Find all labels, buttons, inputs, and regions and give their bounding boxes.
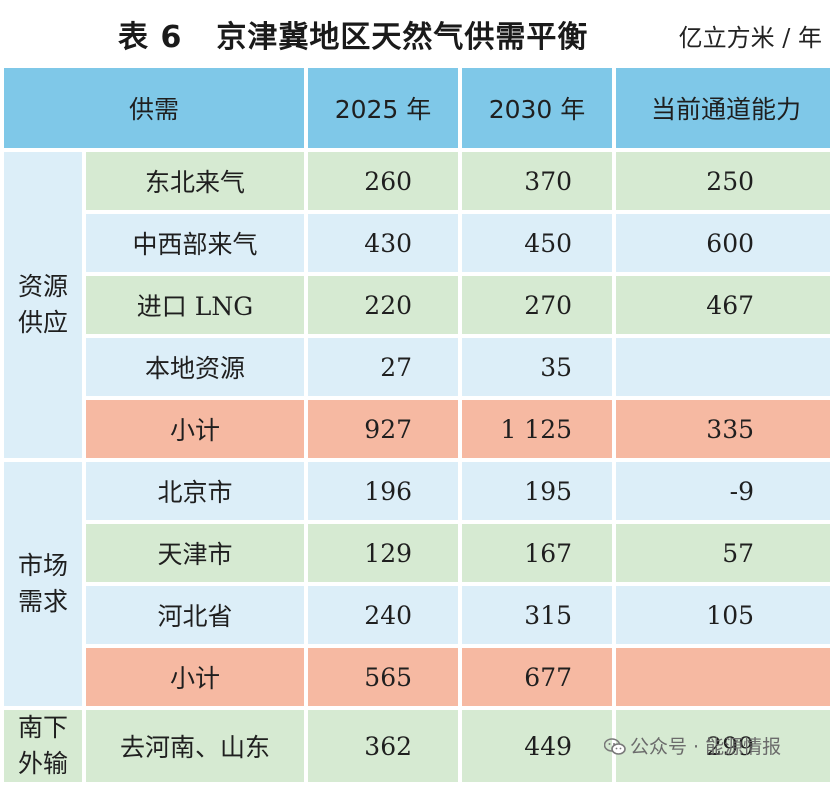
table-row: 天津市 129 167 57 (4, 524, 830, 582)
row-item: 中西部来气 (86, 214, 305, 272)
value-2030: 195 (462, 462, 613, 520)
value-capacity (616, 338, 830, 396)
value-2025: 927 (308, 400, 459, 458)
value-2025: 220 (308, 276, 459, 334)
table-title-text: 京津冀地区天然气供需平衡 (216, 20, 589, 55)
table-title: 表 6 京津冀地区天然气供需平衡 (118, 12, 588, 56)
group-label-export: 南下 外输 (4, 710, 82, 782)
row-item: 小计 (86, 648, 305, 706)
group-label-supply: 资源 供应 (4, 152, 82, 458)
row-item: 进口 LNG (86, 276, 305, 334)
table-row: 本地资源 27 35 (4, 338, 830, 396)
table-number: 表 6 (118, 20, 183, 55)
value-2025: 27 (308, 338, 459, 396)
unit-label: 亿立方米 / 年 (678, 24, 822, 52)
value-2025: 240 (308, 586, 459, 644)
value-capacity: -9 (616, 462, 830, 520)
table-row: 南下 外输 去河南、山东 362 449 299 (4, 710, 830, 782)
row-item: 河北省 (86, 586, 305, 644)
value-2025: 129 (308, 524, 459, 582)
subtotal-row: 小计 565 677 (4, 648, 830, 706)
column-header-2030: 2030 年 (462, 68, 613, 148)
value-2030: 449 (462, 710, 613, 782)
column-header-2025: 2025 年 (308, 68, 459, 148)
value-capacity: 335 (616, 400, 830, 458)
value-2030: 677 (462, 648, 613, 706)
value-2030: 315 (462, 586, 613, 644)
value-2030: 270 (462, 276, 613, 334)
value-2025: 565 (308, 648, 459, 706)
value-capacity (616, 648, 830, 706)
group-label-demand: 市场 需求 (4, 462, 82, 706)
wechat-icon (603, 738, 626, 756)
value-2025: 196 (308, 462, 459, 520)
table-row: 中西部来气 430 450 600 (4, 214, 830, 272)
watermark-text: 公众号 · 能源情报 (630, 736, 782, 758)
table-row: 市场 需求 北京市 196 195 -9 (4, 462, 830, 706)
subtotal-row: 小计 927 1 125 335 (4, 400, 830, 458)
value-capacity: 299 (616, 710, 830, 782)
value-2025: 260 (308, 152, 459, 210)
row-item: 北京市 (86, 462, 305, 520)
value-capacity: 250 (616, 152, 830, 210)
value-2030: 1 125 (462, 400, 613, 458)
value-2030: 450 (462, 214, 613, 272)
table-row: 进口 LNG 220 270 467 (4, 276, 830, 334)
value-capacity: 600 (616, 214, 830, 272)
row-item: 东北来气 (86, 152, 305, 210)
value-2030: 35 (462, 338, 613, 396)
value-2030: 167 (462, 524, 613, 582)
value-2030: 370 (462, 152, 613, 210)
value-capacity: 467 (616, 276, 830, 334)
supply-demand-table: 供需 2025 年 2030 年 当前通道能力 资源 供应 东北来气 260 37… (0, 64, 830, 786)
table-row: 资源 供应 东北来气 260 370 250 (4, 152, 830, 458)
value-2025: 362 (308, 710, 459, 782)
title-bar: 表 6 京津冀地区天然气供需平衡 亿立方米 / 年 (0, 0, 830, 62)
column-header-supply-demand: 供需 (4, 68, 305, 148)
table-row: 河北省 240 315 105 (4, 586, 830, 644)
value-capacity: 57 (616, 524, 830, 582)
row-item: 本地资源 (86, 338, 305, 396)
value-capacity: 105 (616, 586, 830, 644)
watermark: 公众号 · 能源情报 (603, 732, 782, 759)
column-header-capacity: 当前通道能力 (616, 68, 830, 148)
row-item: 小计 (86, 400, 305, 458)
row-item: 去河南、山东 (86, 710, 305, 782)
row-item: 天津市 (86, 524, 305, 582)
value-2025: 430 (308, 214, 459, 272)
